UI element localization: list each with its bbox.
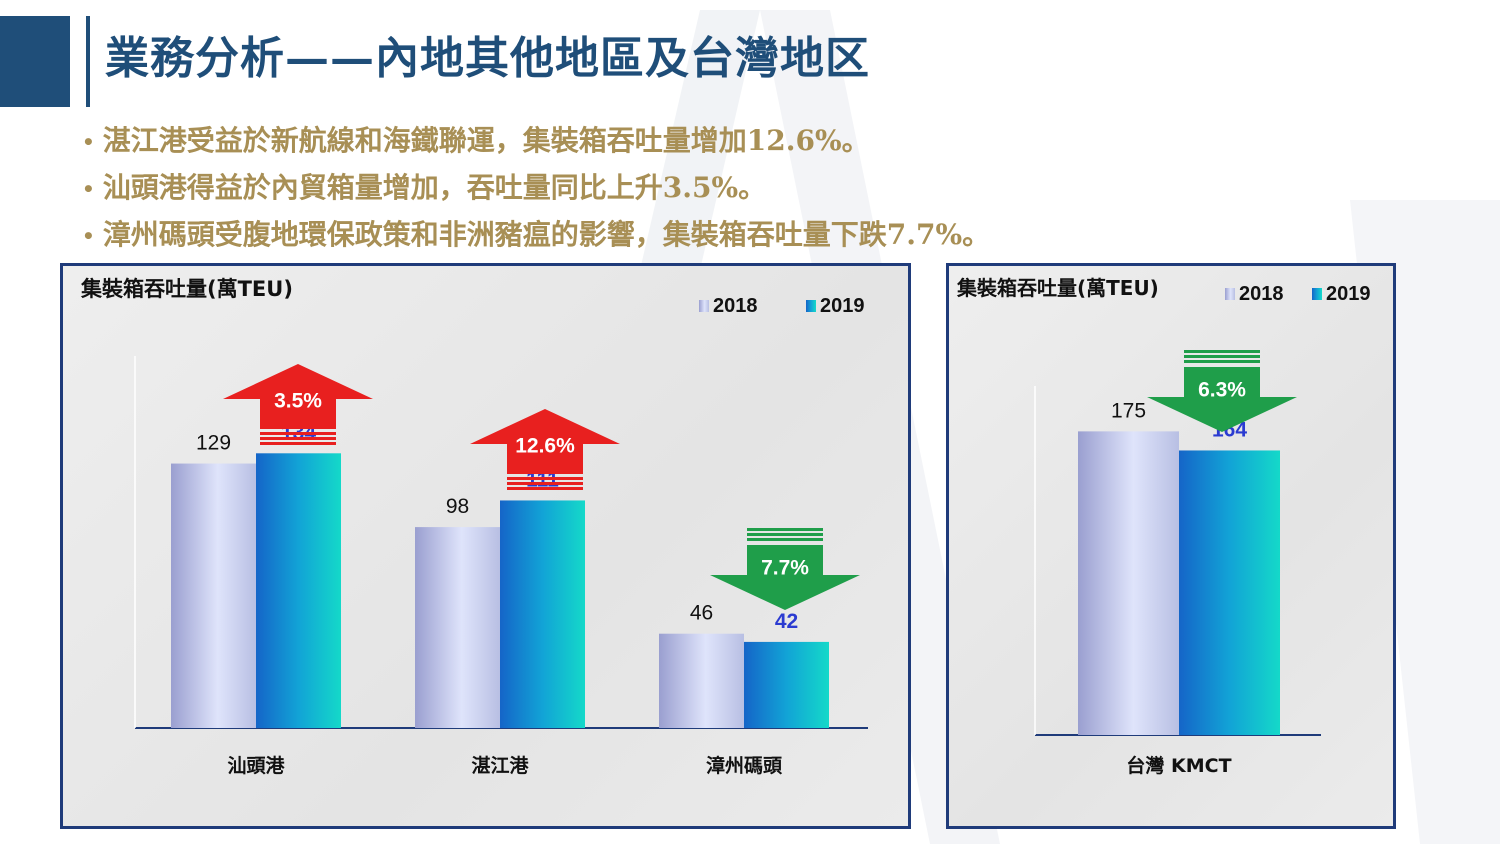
data-label-2018: 175 [1111,399,1146,422]
bar-2018-1 [415,527,500,728]
bullet-text: 汕頭港得益於內貿箱量增加，吞吐量同比上升3.5%。 [102,171,767,204]
data-label-2019: 42 [775,610,798,633]
arrow-stripe [507,482,583,485]
chart-title: 集裝箱吞吐量(萬TEU) [80,277,293,301]
chart-panel-taiwan: 集裝箱吞吐量(萬TEU) 2018 2019 175 164 台灣 KMCT 6.3% [946,263,1396,829]
title-accent-block [0,16,70,107]
arrow-stripe [747,533,823,536]
change-percent-label: 12.6% [515,435,575,458]
data-label-2018: 98 [446,495,469,518]
arrow-stripe [260,432,336,435]
legend-swatch-2018 [699,300,709,312]
bar-2018-0 [171,463,256,728]
chart-panel-mainland: 集裝箱吞吐量(萬TEU)20182019129134汕頭港3.5%98111湛江… [60,263,911,829]
mainland-throughput-chart: 集裝箱吞吐量(萬TEU)20182019129134汕頭港3.5%98111湛江… [80,277,868,777]
bullet-item: • 湛江港受益於新航線和海鐵聯運，集裝箱吞吐量增加12.6%。 [82,118,990,165]
bar-2019-2 [744,641,829,728]
legend-label-2018: 2018 [713,295,758,317]
bar-2019-0 [256,453,341,728]
bullet-item: • 漳州碼頭受腹地環保政策和非洲豬瘟的影響，集裝箱吞吐量下跌7.7%。 [82,212,990,259]
bar-2019-0 [1179,450,1280,735]
page-title: 業務分析——內地其他地區及台灣地区 [105,33,870,84]
legend-swatch-2019 [806,300,816,312]
bullet-dot-icon: • [82,224,95,248]
change-arrow-up-icon [470,409,620,474]
data-label-2018: 129 [196,432,231,455]
arrow-stripe [507,487,583,490]
arrow-stripe [260,442,336,445]
arrow-stripe [1184,360,1260,363]
legend-label-2019: 2019 [1326,283,1371,305]
bullet-item: • 汕頭港得益於內貿箱量增加，吞吐量同比上升3.5%。 [82,165,990,212]
chart-title: 集裝箱吞吐量(萬TEU) [956,276,1159,300]
data-label-2018: 46 [690,602,713,625]
legend-label-2018: 2018 [1239,283,1284,305]
change-arrow-up-icon [223,364,373,429]
arrow-stripe [747,538,823,541]
arrow-stripe [507,477,583,480]
bar-2019-1 [500,500,585,728]
arrow-stripe [1184,350,1260,353]
change-percent-label: 3.5% [274,390,322,413]
category-label: 湛江港 [471,754,529,777]
legend-label-2019: 2019 [820,295,865,317]
change-percent-label: 7.7% [761,557,809,580]
bar-2018-2 [659,633,744,728]
bullet-text: 湛江港受益於新航線和海鐵聯運，集裝箱吞吐量增加12.6%。 [102,124,870,157]
bullet-dot-icon: • [82,177,95,201]
legend-swatch-2018 [1225,288,1235,300]
bullet-dot-icon: • [82,130,95,154]
legend-swatch-2019 [1312,288,1322,300]
arrow-stripe [260,437,336,440]
bullet-text: 漳州碼頭受腹地環保政策和非洲豬瘟的影響，集裝箱吞吐量下跌7.7%。 [102,218,991,251]
category-label: 汕頭港 [227,755,285,777]
bullet-list: • 湛江港受益於新航線和海鐵聯運，集裝箱吞吐量增加12.6%。 • 汕頭港得益於內貿… [82,118,990,259]
change-arrow-down-icon [1147,367,1297,432]
category-label: 漳州碼頭 [706,754,783,777]
arrow-stripe [747,528,823,531]
arrow-stripe [1184,355,1260,358]
title-accent-line [86,16,90,107]
change-percent-label: 6.3% [1198,379,1246,402]
category-label: 台灣 KMCT [1126,754,1231,777]
bar-2018-0 [1078,431,1179,735]
